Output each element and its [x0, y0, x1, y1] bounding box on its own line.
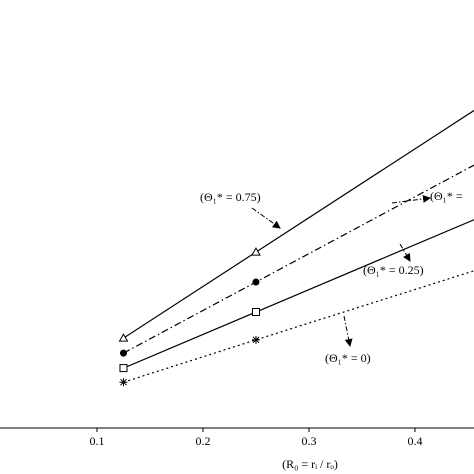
annotation: (Θ₁* = 0): [325, 351, 371, 365]
marker-square: [251, 308, 260, 317]
x-tick-label: 0.1: [89, 434, 104, 448]
annotation-arrow: [399, 243, 411, 262]
annotation-arrow: [343, 315, 353, 347]
series-line: [123, 270, 474, 383]
annotation: (Θ₁* =: [430, 189, 463, 203]
annotation: (Θ₁* = 0.75): [200, 190, 261, 204]
series-line: [123, 109, 474, 339]
series-line: [123, 219, 474, 369]
x-tick-label: 0.3: [301, 434, 316, 448]
marker-star: [251, 335, 260, 344]
x-axis-label: (R₀ = rᵢ / rₒ): [282, 457, 338, 471]
annotation-arrow: [391, 194, 431, 204]
series-line: [123, 164, 474, 354]
annotation-arrow: [251, 207, 281, 229]
marker-triangle: [118, 333, 129, 342]
marker-square: [119, 364, 128, 373]
marker-circle: [252, 278, 260, 286]
marker-star: [119, 378, 128, 387]
plot-area: [118, 109, 474, 387]
annotation: (Θ₁* = 0.25): [363, 263, 424, 277]
x-tick-label: 0.4: [407, 434, 422, 448]
marker-circle: [119, 349, 127, 357]
x-tick-label: 0.2: [195, 434, 210, 448]
marker-triangle: [251, 247, 261, 256]
